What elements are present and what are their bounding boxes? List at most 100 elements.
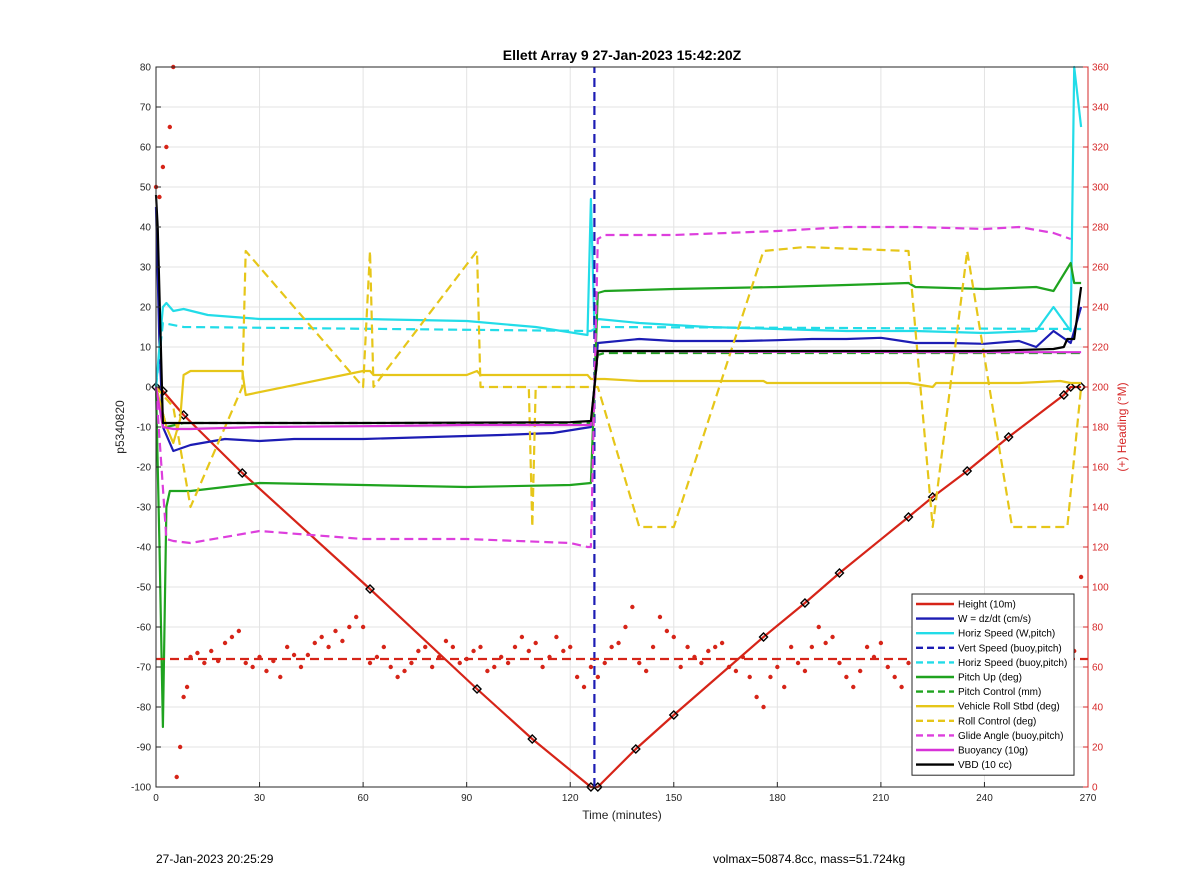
legend-label: Pitch Control (mm): [958, 687, 1041, 698]
height-marker: [527, 734, 538, 744]
heading-point: [857, 668, 863, 674]
y-tick-label: 30: [140, 263, 152, 274]
heading-point: [526, 648, 531, 654]
heading-point: [782, 684, 787, 690]
series-roll-control-deg: [155, 245, 1083, 529]
right-y-tick-label: 180: [1092, 423, 1109, 434]
heading-point: [478, 644, 483, 650]
right-y-tick-label: 40: [1092, 703, 1104, 714]
y-tick-label: -60: [137, 623, 152, 634]
right-y-tick-label: 280: [1092, 223, 1109, 234]
heading-point: [637, 660, 642, 666]
heading-point: [222, 640, 228, 646]
heading-point: [595, 674, 601, 680]
y-tick-label: 0: [145, 383, 151, 394]
heading-point: [671, 634, 676, 640]
height-marker: [237, 468, 248, 478]
x-tick-label: 210: [873, 793, 890, 804]
heading-point: [678, 664, 683, 670]
heading-point: [650, 644, 656, 650]
y-tick-label: -50: [137, 583, 152, 594]
heading-point: [381, 644, 387, 650]
right-y-tick-label: 340: [1092, 103, 1109, 114]
heading-point: [326, 644, 331, 650]
heading-point: [443, 638, 449, 644]
legend-label: Vehicle Roll Stbd (deg): [958, 702, 1060, 713]
x-axis-label: Time (minutes): [582, 808, 662, 822]
heading-point: [706, 648, 711, 654]
series-horiz-speed-w-pitch: [154, 65, 1083, 388]
series-w-dz-dt-cm-s: [154, 206, 1083, 453]
x-tick-label: 240: [976, 793, 993, 804]
height-marker: [799, 598, 810, 608]
heading-point: [581, 684, 587, 690]
heading-point: [181, 694, 186, 700]
heading-point: [837, 660, 842, 666]
heading-point: [177, 744, 183, 750]
x-tick-label: 180: [769, 793, 786, 804]
right-y-axis-ticks: 0 20 40 60 80 100 120 140 160 180 200 220 240 260 280 3…: [1083, 63, 1109, 794]
x-tick-label: 90: [461, 793, 473, 804]
heading-point: [788, 644, 794, 650]
y-tick-label: -70: [137, 663, 152, 674]
legend-label: Horiz Speed (W,pitch): [958, 629, 1055, 640]
heading-point: [899, 684, 904, 690]
right-y-tick-label: 160: [1092, 463, 1109, 474]
height-marker: [1003, 432, 1014, 442]
y-tick-label: -30: [137, 503, 152, 514]
legend-label: Pitch Up (deg): [958, 673, 1022, 684]
heading-point: [795, 660, 801, 666]
heading-point: [775, 664, 780, 670]
legend-label: Horiz Speed (buoy,pitch): [958, 658, 1067, 669]
y-tick-label: -40: [137, 543, 152, 554]
heading-point: [685, 644, 690, 650]
y-tick-label: 10: [140, 343, 152, 354]
heading-point: [264, 668, 269, 674]
right-y-tick-label: 240: [1092, 303, 1109, 314]
y-tick-label: 80: [140, 63, 152, 74]
heading-point: [809, 644, 815, 650]
y-axis-label: p5340820: [113, 400, 127, 454]
heading-point: [174, 774, 179, 780]
x-tick-label: 270: [1080, 793, 1097, 804]
heading-point: [312, 640, 317, 646]
heading-point: [630, 604, 635, 610]
right-y-tick-label: 20: [1092, 743, 1104, 754]
footer-timestamp: 27-Jan-2023 20:25:29: [156, 852, 274, 866]
heading-point: [409, 660, 414, 666]
heading-point: [291, 652, 297, 658]
chart-legend: Height (10m) W = dz/dt (cm/s) Horiz Speed …: [911, 593, 1075, 776]
height-marker: [178, 410, 189, 420]
height-marker: [1058, 390, 1069, 400]
heading-point: [209, 648, 214, 654]
heading-point: [157, 194, 162, 200]
heading-point: [347, 624, 352, 630]
y-tick-label: 20: [140, 303, 152, 314]
y-tick-label: -100: [131, 783, 151, 794]
heading-point: [726, 664, 732, 670]
heading-point: [851, 684, 856, 690]
heading-point: [802, 668, 808, 674]
x-tick-label: 60: [358, 793, 370, 804]
series-height-10m: [155, 385, 1082, 789]
heading-point: [892, 674, 897, 680]
heading-point: [533, 640, 538, 646]
heading-point: [457, 660, 462, 666]
heading-point: [354, 614, 359, 620]
heading-point: [844, 674, 849, 680]
right-y-tick-label: 220: [1092, 343, 1109, 354]
heading-point: [374, 654, 380, 660]
height-marker: [365, 584, 376, 594]
heading-point: [250, 664, 255, 670]
heading-point: [561, 648, 566, 654]
heading-point: [284, 644, 290, 650]
heading-point: [733, 668, 739, 674]
y-tick-label: -10: [137, 423, 152, 434]
y-tick-label: -80: [137, 703, 152, 714]
x-tick-label: 150: [665, 793, 682, 804]
heading-point: [236, 628, 242, 634]
heading-point: [878, 640, 884, 646]
heading-point: [485, 668, 490, 674]
heading-point: [278, 674, 283, 680]
